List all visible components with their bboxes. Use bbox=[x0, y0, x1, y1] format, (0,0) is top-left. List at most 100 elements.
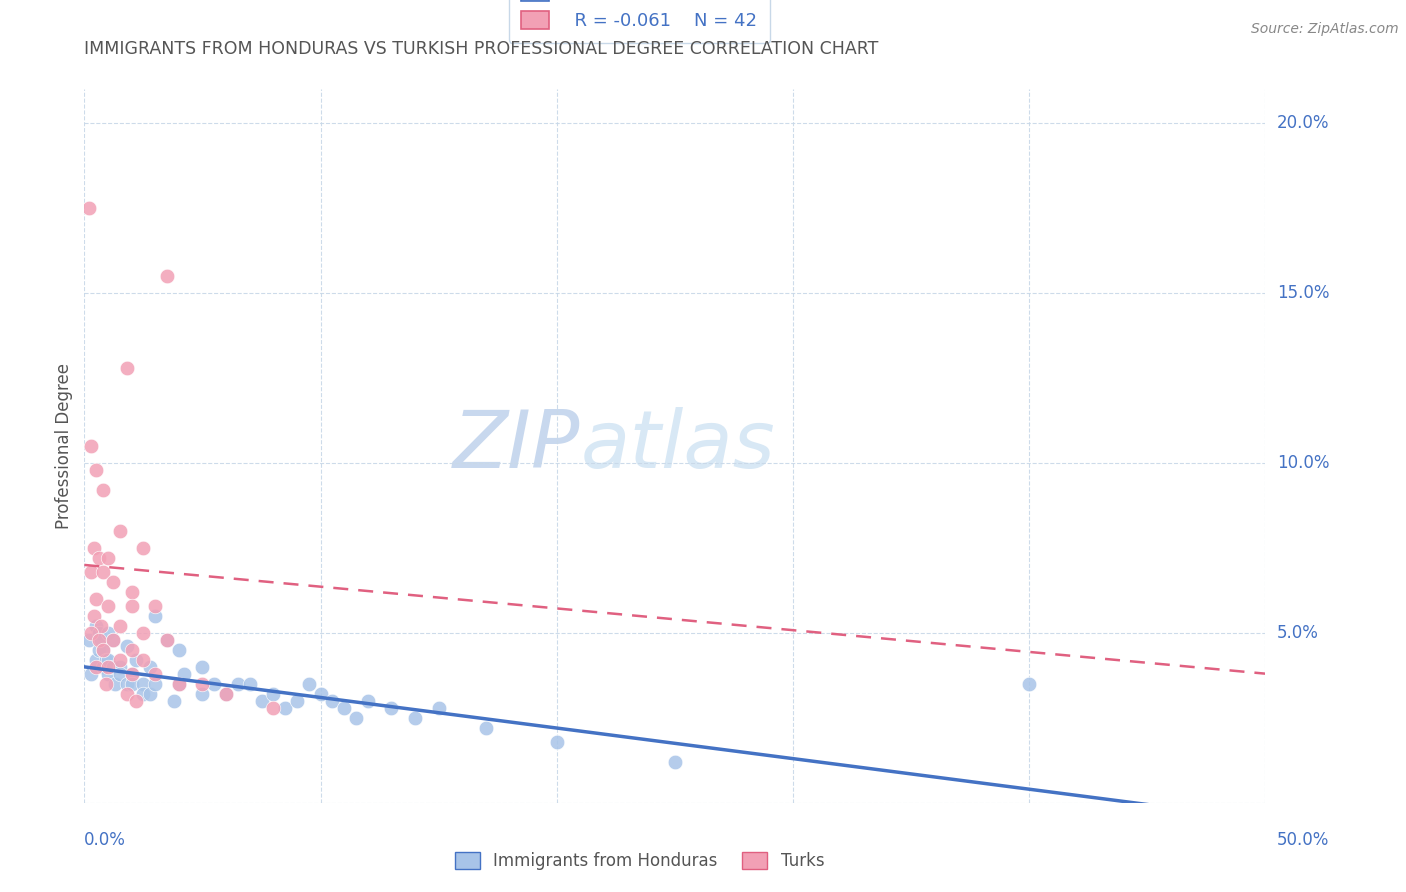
Point bbox=[115, 360, 138, 375]
Point bbox=[97, 666, 120, 681]
Point bbox=[321, 694, 343, 708]
Point bbox=[546, 734, 568, 748]
Point bbox=[163, 694, 186, 708]
Point bbox=[262, 700, 284, 714]
Text: atlas: atlas bbox=[581, 407, 775, 485]
Point bbox=[191, 660, 214, 674]
Point bbox=[404, 711, 426, 725]
Point bbox=[80, 666, 103, 681]
Point bbox=[143, 608, 166, 623]
Point bbox=[167, 677, 190, 691]
Point bbox=[84, 660, 107, 674]
Point bbox=[91, 565, 114, 579]
Point bbox=[97, 599, 120, 613]
Point bbox=[191, 677, 214, 691]
Point bbox=[215, 687, 238, 701]
Point bbox=[309, 687, 332, 701]
Point bbox=[357, 694, 380, 708]
Point bbox=[1018, 677, 1040, 691]
Point bbox=[83, 608, 105, 623]
Point bbox=[83, 541, 105, 555]
Point bbox=[94, 677, 117, 691]
Point bbox=[121, 599, 143, 613]
Text: ZIP: ZIP bbox=[453, 407, 581, 485]
Point bbox=[101, 574, 124, 589]
Point bbox=[108, 524, 131, 538]
Point bbox=[91, 643, 114, 657]
Point bbox=[226, 677, 249, 691]
Point bbox=[121, 666, 143, 681]
Point bbox=[132, 626, 155, 640]
Text: 5.0%: 5.0% bbox=[1277, 624, 1319, 642]
Legend: Immigrants from Honduras, Turks: Immigrants from Honduras, Turks bbox=[444, 842, 834, 880]
Point bbox=[121, 677, 143, 691]
Point bbox=[94, 653, 117, 667]
Y-axis label: Professional Degree: Professional Degree bbox=[55, 363, 73, 529]
Point bbox=[84, 591, 107, 606]
Point bbox=[262, 687, 284, 701]
Point bbox=[285, 694, 308, 708]
Point bbox=[108, 653, 131, 667]
Point bbox=[191, 687, 214, 701]
Text: 15.0%: 15.0% bbox=[1277, 284, 1330, 302]
Point bbox=[104, 677, 127, 691]
Point bbox=[121, 643, 143, 657]
Point bbox=[132, 687, 155, 701]
Point bbox=[115, 640, 138, 654]
Point bbox=[250, 694, 273, 708]
Point bbox=[101, 632, 124, 647]
Point bbox=[97, 626, 120, 640]
Point bbox=[77, 201, 100, 215]
Point bbox=[91, 643, 114, 657]
Point bbox=[125, 653, 148, 667]
Point bbox=[101, 632, 124, 647]
Text: Source: ZipAtlas.com: Source: ZipAtlas.com bbox=[1251, 22, 1399, 37]
Point bbox=[87, 643, 110, 657]
Text: 50.0%: 50.0% bbox=[1277, 831, 1330, 849]
Point bbox=[132, 541, 155, 555]
Point bbox=[143, 677, 166, 691]
Point bbox=[156, 269, 179, 284]
Point bbox=[143, 666, 166, 681]
Point bbox=[167, 643, 190, 657]
Point bbox=[115, 687, 138, 701]
Point bbox=[108, 619, 131, 633]
Point bbox=[173, 666, 195, 681]
Text: IMMIGRANTS FROM HONDURAS VS TURKISH PROFESSIONAL DEGREE CORRELATION CHART: IMMIGRANTS FROM HONDURAS VS TURKISH PROF… bbox=[84, 40, 879, 58]
Point bbox=[91, 483, 114, 498]
Point bbox=[380, 700, 402, 714]
Point bbox=[97, 660, 120, 674]
Point bbox=[139, 687, 162, 701]
Point bbox=[90, 632, 112, 647]
Point bbox=[125, 694, 148, 708]
Point bbox=[84, 653, 107, 667]
Point bbox=[121, 585, 143, 599]
Point bbox=[239, 677, 262, 691]
Point bbox=[344, 711, 367, 725]
Point bbox=[274, 700, 297, 714]
Text: 0.0%: 0.0% bbox=[84, 831, 127, 849]
Point bbox=[91, 660, 114, 674]
Point bbox=[664, 755, 686, 769]
Point bbox=[97, 653, 120, 667]
Point bbox=[80, 565, 103, 579]
Point bbox=[80, 439, 103, 453]
Text: 20.0%: 20.0% bbox=[1277, 114, 1330, 132]
Point bbox=[143, 599, 166, 613]
Point bbox=[167, 677, 190, 691]
Point bbox=[101, 660, 124, 674]
Point bbox=[108, 666, 131, 681]
Point bbox=[87, 551, 110, 566]
Point bbox=[87, 632, 110, 647]
Point bbox=[84, 463, 107, 477]
Point bbox=[108, 660, 131, 674]
Point bbox=[77, 632, 100, 647]
Point bbox=[215, 687, 238, 701]
Point bbox=[475, 721, 498, 735]
Point bbox=[427, 700, 450, 714]
Point bbox=[156, 632, 179, 647]
Point bbox=[80, 626, 103, 640]
Point bbox=[139, 660, 162, 674]
Point bbox=[156, 632, 179, 647]
Point bbox=[87, 626, 110, 640]
